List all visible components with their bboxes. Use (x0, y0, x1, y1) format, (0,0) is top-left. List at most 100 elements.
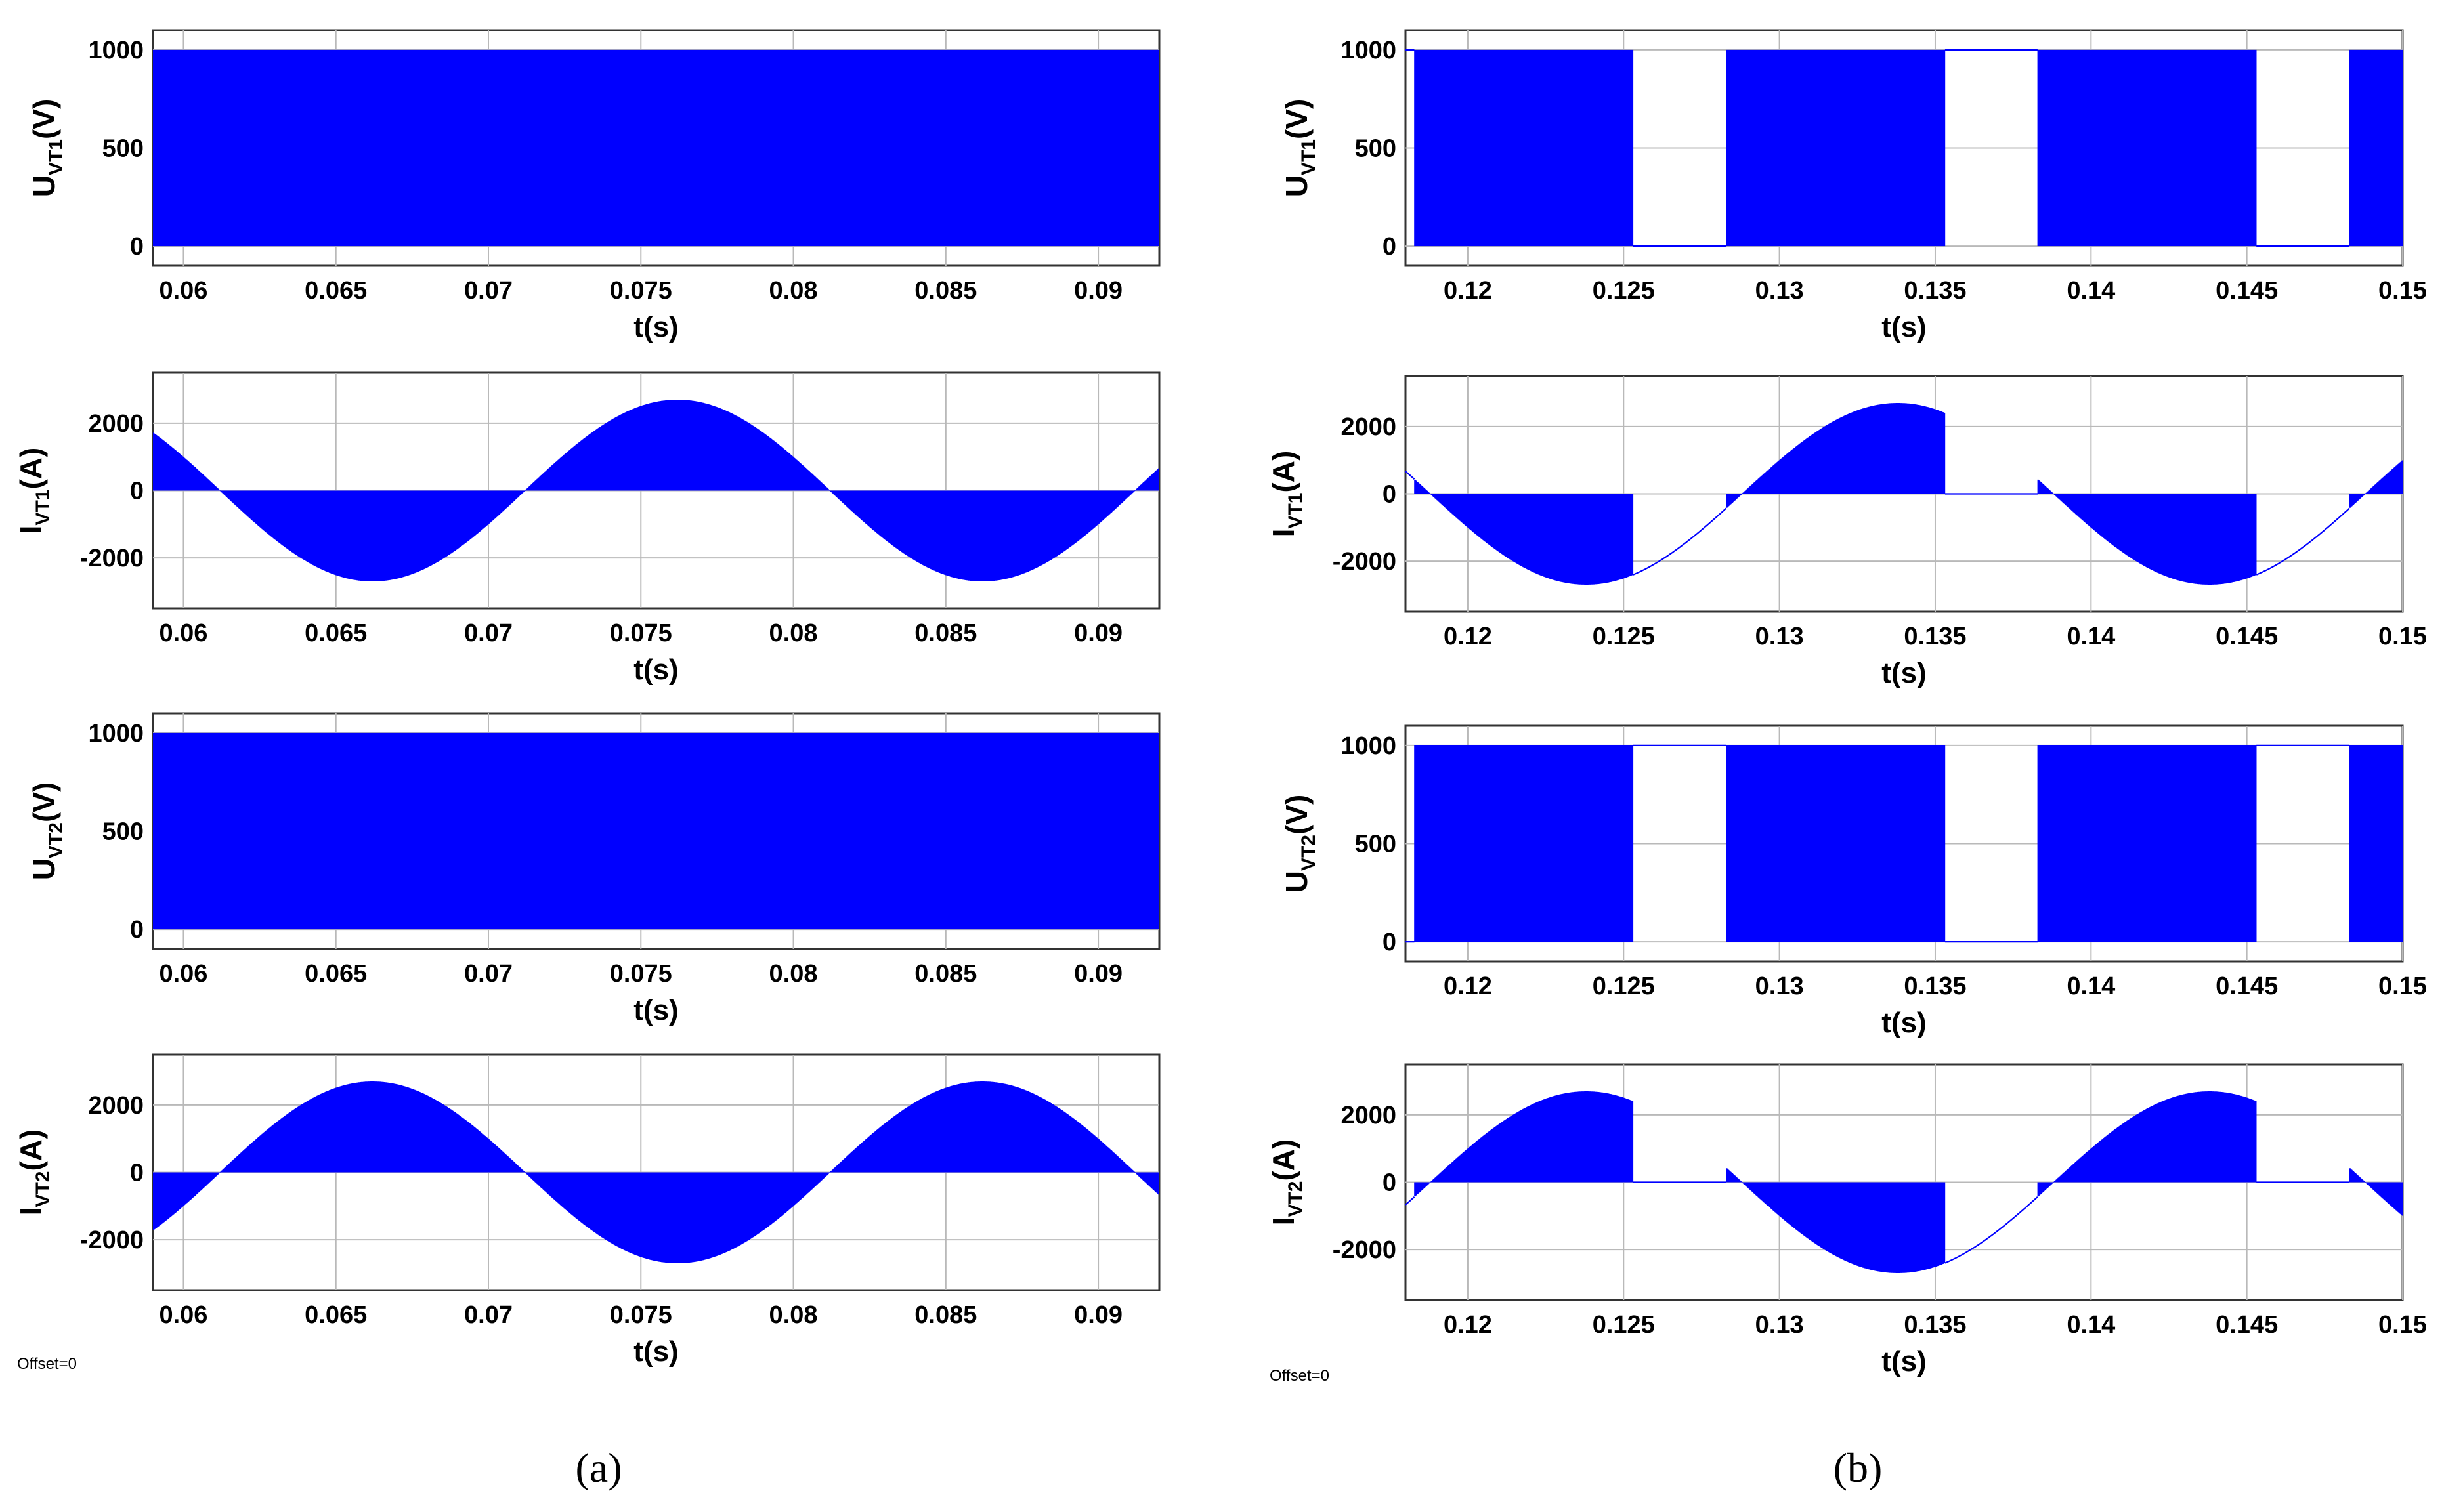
x-tick-label: 0.135 (1904, 973, 1966, 1000)
y-axis-subscript: VT1 (1285, 493, 1306, 529)
y-tick-label: 500 (1355, 135, 1396, 163)
plot-a3: 0.06 0.065 0.07 0.075 0.08 0.085 0.09 0 500 1000 t… (27, 712, 1161, 1026)
y-tick-label: 2000 (1340, 1102, 1396, 1129)
y-axis-unit: (V) (27, 99, 61, 139)
y-tick-label: 1000 (1340, 732, 1396, 760)
x-tick-label: 0.08 (769, 1301, 818, 1329)
panel-label-b: (b) (1833, 1444, 1883, 1491)
y-tick-label: 0 (1383, 1169, 1396, 1197)
x-tick-label: 0.075 (610, 277, 672, 304)
x-tick-label: 0.085 (914, 960, 977, 988)
x-tick-label: 0.15 (2378, 277, 2427, 304)
y-tick-label: 500 (102, 818, 144, 846)
waveform-I_VT2 (153, 1082, 1159, 1263)
y-axis-symbol: I (1266, 1217, 1300, 1226)
x-tick-label: 0.12 (1444, 623, 1492, 650)
x-axis-title: t(s) (633, 654, 678, 686)
y-axis-title: UVT1(V) (1279, 99, 1319, 198)
y-tick-label: 0 (130, 478, 144, 505)
y-axis-unit: (V) (27, 782, 61, 822)
trace-a2 (153, 400, 1159, 581)
trace-a4 (153, 1082, 1159, 1263)
x-axis-title: t(s) (1881, 311, 1926, 343)
x-tick-label: 0.085 (914, 620, 977, 647)
x-tick-label: 0.07 (464, 620, 513, 647)
x-tick-label: 0.145 (2216, 623, 2278, 650)
y-tick-label: 1000 (88, 37, 144, 64)
y-tick-label: -2000 (80, 545, 144, 572)
trace-b1 (1405, 49, 2403, 247)
x-tick-label: 0.06 (159, 277, 207, 304)
waveform-U_VT1 (1405, 49, 2403, 247)
y-tick-label: -2000 (1333, 1236, 1396, 1264)
x-tick-label: 0.075 (610, 1301, 672, 1329)
trace-b3 (1405, 744, 2403, 943)
y-tick-label: 0 (1383, 233, 1396, 261)
y-tick-label: -2000 (80, 1227, 144, 1254)
y-axis-subscript: VT2 (1298, 835, 1319, 871)
x-tick-label: 0.13 (1755, 277, 1804, 304)
y-tick-label: 500 (1355, 831, 1396, 858)
y-tick-label: 1000 (88, 720, 144, 747)
x-tick-label: 0.065 (305, 277, 367, 304)
y-axis-symbol: I (14, 526, 48, 534)
offset-note-b: Offset=0 (1270, 1367, 1329, 1385)
y-tick-label: 2000 (88, 1092, 144, 1120)
y-axis-subscript: VT2 (1285, 1181, 1306, 1217)
x-tick-label: 0.14 (2067, 277, 2115, 304)
x-tick-label: 0.12 (1444, 973, 1492, 1000)
waveform-U_VT2 (1405, 744, 2403, 943)
x-tick-label: 0.14 (2067, 973, 2115, 1000)
x-tick-label: 0.125 (1593, 973, 1655, 1000)
x-tick-label: 0.085 (914, 1301, 977, 1329)
y-axis-symbol: U (27, 175, 61, 197)
waveform-I_VT1 (153, 400, 1159, 581)
trace-a3 (153, 732, 1159, 930)
y-tick-label: 2000 (1340, 413, 1396, 441)
y-axis-subscript: VT1 (45, 139, 67, 175)
x-tick-label: 0.06 (159, 620, 207, 647)
waveform-I_VT1 (1405, 403, 2403, 585)
x-tick-label: 0.145 (2216, 1311, 2278, 1339)
plot-b1: 0.12 0.125 0.13 0.135 0.14 0.145 0.15 0 500 1000 t… (1279, 29, 2427, 343)
x-tick-label: 0.09 (1074, 1301, 1123, 1329)
x-tick-label: 0.07 (464, 277, 513, 304)
y-tick-label: 500 (102, 135, 144, 163)
x-tick-label: 0.145 (2216, 277, 2278, 304)
x-tick-label: 0.135 (1904, 623, 1966, 650)
y-tick-label: 0 (130, 233, 144, 261)
waveform-U_VT1 (153, 49, 1159, 247)
trace-b2 (1405, 403, 2403, 585)
x-tick-label: 0.12 (1444, 277, 1492, 304)
x-tick-label: 0.07 (464, 960, 513, 988)
x-tick-label: 0.08 (769, 277, 818, 304)
y-axis-title: IVT1(A) (14, 448, 54, 534)
x-tick-label: 0.13 (1755, 623, 1804, 650)
trace-a1 (153, 49, 1159, 247)
y-axis-subscript: VT1 (32, 490, 54, 526)
x-tick-label: 0.09 (1074, 960, 1123, 988)
offset-note-a: Offset=0 (17, 1355, 77, 1373)
waveform-U_VT2 (153, 732, 1159, 930)
x-tick-label: 0.15 (2378, 623, 2427, 650)
y-axis-symbol: I (1266, 529, 1300, 537)
y-axis-symbol: U (1279, 175, 1314, 197)
x-tick-label: 0.15 (2378, 973, 2427, 1000)
y-tick-label: 0 (1383, 481, 1396, 509)
waveform-I_VT2 (1405, 1091, 2403, 1273)
y-tick-label: 1000 (1340, 37, 1396, 64)
plot-b3: 0.12 0.125 0.13 0.135 0.14 0.145 0.15 0 500 1000 t… (1279, 724, 2427, 1039)
y-axis-unit: (V) (1279, 99, 1314, 139)
y-axis-unit: (A) (1266, 1139, 1300, 1181)
x-tick-label: 0.075 (610, 960, 672, 988)
y-axis-symbol: I (14, 1208, 48, 1216)
y-axis-title: UVT1(V) (27, 99, 67, 198)
y-axis-title: IVT2(A) (1266, 1139, 1306, 1226)
x-axis-title: t(s) (633, 1335, 678, 1368)
y-axis-subscript: VT2 (32, 1171, 54, 1208)
x-tick-label: 0.12 (1444, 1311, 1492, 1339)
x-axis-title: t(s) (1881, 1007, 1926, 1039)
y-tick-label: 0 (130, 1160, 144, 1187)
x-tick-label: 0.14 (2067, 1311, 2115, 1339)
y-axis-unit: (A) (14, 1129, 48, 1171)
